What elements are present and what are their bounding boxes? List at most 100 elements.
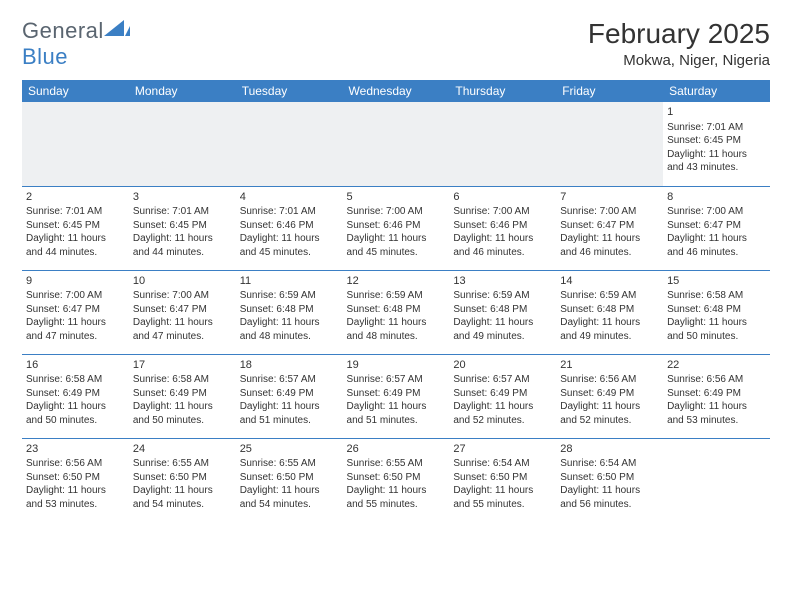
calendar-cell xyxy=(129,102,236,186)
day-info-line: Sunrise: 6:57 AM xyxy=(240,373,339,387)
calendar-cell: 25Sunrise: 6:55 AMSunset: 6:50 PMDayligh… xyxy=(236,438,343,522)
day-info-line: Daylight: 11 hours xyxy=(26,400,125,414)
weekday-header: Friday xyxy=(556,80,663,102)
day-number: 12 xyxy=(347,274,446,289)
day-info-line: Sunset: 6:49 PM xyxy=(667,387,766,401)
location: Mokwa, Niger, Nigeria xyxy=(588,52,770,69)
day-info-line: and 44 minutes. xyxy=(133,246,232,260)
calendar-table: SundayMondayTuesdayWednesdayThursdayFrid… xyxy=(22,80,770,522)
day-info-line: Sunset: 6:48 PM xyxy=(667,303,766,317)
calendar-cell: 18Sunrise: 6:57 AMSunset: 6:49 PMDayligh… xyxy=(236,354,343,438)
day-info-line: and 46 minutes. xyxy=(560,246,659,260)
day-info-line: Sunset: 6:48 PM xyxy=(560,303,659,317)
day-number: 2 xyxy=(26,190,125,205)
calendar-cell xyxy=(663,438,770,522)
day-info-line: Sunset: 6:49 PM xyxy=(240,387,339,401)
day-info-line: Sunset: 6:45 PM xyxy=(667,134,766,148)
day-number: 13 xyxy=(453,274,552,289)
sail-icon xyxy=(104,18,130,36)
day-info-line: Sunset: 6:50 PM xyxy=(133,471,232,485)
day-info-line: Sunrise: 7:01 AM xyxy=(667,121,766,135)
day-info-line: and 47 minutes. xyxy=(26,330,125,344)
day-info-line: Daylight: 11 hours xyxy=(133,400,232,414)
day-info-line: and 43 minutes. xyxy=(667,161,766,175)
day-info-line: Sunset: 6:49 PM xyxy=(133,387,232,401)
calendar-cell: 16Sunrise: 6:58 AMSunset: 6:49 PMDayligh… xyxy=(22,354,129,438)
day-info-line: Daylight: 11 hours xyxy=(453,400,552,414)
day-number: 17 xyxy=(133,358,232,373)
day-info-line: Sunrise: 6:54 AM xyxy=(560,457,659,471)
calendar-cell: 13Sunrise: 6:59 AMSunset: 6:48 PMDayligh… xyxy=(449,270,556,354)
calendar-cell: 8Sunrise: 7:00 AMSunset: 6:47 PMDaylight… xyxy=(663,186,770,270)
day-info-line: and 55 minutes. xyxy=(347,498,446,512)
calendar-cell: 28Sunrise: 6:54 AMSunset: 6:50 PMDayligh… xyxy=(556,438,663,522)
weekday-header: Saturday xyxy=(663,80,770,102)
day-info-line: Daylight: 11 hours xyxy=(560,484,659,498)
day-info-line: and 50 minutes. xyxy=(26,414,125,428)
day-info-line: and 46 minutes. xyxy=(667,246,766,260)
day-info-line: and 54 minutes. xyxy=(133,498,232,512)
day-info-line: Sunrise: 7:01 AM xyxy=(26,205,125,219)
day-info-line: Sunset: 6:48 PM xyxy=(347,303,446,317)
day-info-line: Sunset: 6:47 PM xyxy=(560,219,659,233)
day-info-line: and 54 minutes. xyxy=(240,498,339,512)
day-number: 15 xyxy=(667,274,766,289)
day-info-line: Sunset: 6:47 PM xyxy=(667,219,766,233)
day-info-line: Sunset: 6:50 PM xyxy=(453,471,552,485)
day-info-line: Daylight: 11 hours xyxy=(133,316,232,330)
day-info-line: Sunrise: 6:55 AM xyxy=(240,457,339,471)
title-block: February 2025 Mokwa, Niger, Nigeria xyxy=(588,18,770,69)
calendar-cell: 1Sunrise: 7:01 AMSunset: 6:45 PMDaylight… xyxy=(663,102,770,186)
day-info-line: Daylight: 11 hours xyxy=(240,232,339,246)
day-number: 7 xyxy=(560,190,659,205)
calendar-cell: 5Sunrise: 7:00 AMSunset: 6:46 PMDaylight… xyxy=(343,186,450,270)
day-info-line: Sunrise: 6:59 AM xyxy=(240,289,339,303)
day-number: 9 xyxy=(26,274,125,289)
day-info-line: Daylight: 11 hours xyxy=(133,484,232,498)
day-info-line: Sunset: 6:50 PM xyxy=(347,471,446,485)
day-info-line: Sunset: 6:49 PM xyxy=(453,387,552,401)
calendar-cell xyxy=(22,102,129,186)
day-info-line: Sunrise: 6:59 AM xyxy=(347,289,446,303)
day-info-line: and 52 minutes. xyxy=(453,414,552,428)
calendar-cell: 23Sunrise: 6:56 AMSunset: 6:50 PMDayligh… xyxy=(22,438,129,522)
calendar-cell: 3Sunrise: 7:01 AMSunset: 6:45 PMDaylight… xyxy=(129,186,236,270)
calendar-cell: 7Sunrise: 7:00 AMSunset: 6:47 PMDaylight… xyxy=(556,186,663,270)
day-info-line: Daylight: 11 hours xyxy=(560,232,659,246)
day-number: 25 xyxy=(240,442,339,457)
day-number: 1 xyxy=(667,105,766,120)
day-info-line: Sunset: 6:47 PM xyxy=(26,303,125,317)
day-info-line: and 48 minutes. xyxy=(347,330,446,344)
day-info-line: Sunrise: 6:59 AM xyxy=(453,289,552,303)
calendar-cell: 11Sunrise: 6:59 AMSunset: 6:48 PMDayligh… xyxy=(236,270,343,354)
day-number: 27 xyxy=(453,442,552,457)
day-number: 18 xyxy=(240,358,339,373)
calendar-cell xyxy=(236,102,343,186)
calendar-cell: 12Sunrise: 6:59 AMSunset: 6:48 PMDayligh… xyxy=(343,270,450,354)
day-info-line: and 49 minutes. xyxy=(560,330,659,344)
calendar-cell xyxy=(556,102,663,186)
day-number: 20 xyxy=(453,358,552,373)
day-info-line: Sunrise: 7:00 AM xyxy=(560,205,659,219)
day-number: 8 xyxy=(667,190,766,205)
calendar-cell: 6Sunrise: 7:00 AMSunset: 6:46 PMDaylight… xyxy=(449,186,556,270)
day-info-line: Sunrise: 6:56 AM xyxy=(667,373,766,387)
header: General Blue February 2025 Mokwa, Niger,… xyxy=(22,18,770,70)
calendar-cell: 27Sunrise: 6:54 AMSunset: 6:50 PMDayligh… xyxy=(449,438,556,522)
day-info-line: and 53 minutes. xyxy=(26,498,125,512)
day-number: 28 xyxy=(560,442,659,457)
day-info-line: and 51 minutes. xyxy=(347,414,446,428)
day-info-line: and 48 minutes. xyxy=(240,330,339,344)
day-number: 4 xyxy=(240,190,339,205)
day-info-line: and 50 minutes. xyxy=(133,414,232,428)
day-info-line: Daylight: 11 hours xyxy=(667,232,766,246)
day-info-line: Daylight: 11 hours xyxy=(26,484,125,498)
day-info-line: Sunrise: 6:59 AM xyxy=(560,289,659,303)
day-info-line: Daylight: 11 hours xyxy=(560,400,659,414)
calendar-cell xyxy=(449,102,556,186)
day-info-line: Sunset: 6:49 PM xyxy=(26,387,125,401)
day-info-line: Daylight: 11 hours xyxy=(667,316,766,330)
day-info-line: Sunrise: 6:58 AM xyxy=(26,373,125,387)
weekday-header: Monday xyxy=(129,80,236,102)
day-info-line: Sunrise: 7:00 AM xyxy=(26,289,125,303)
